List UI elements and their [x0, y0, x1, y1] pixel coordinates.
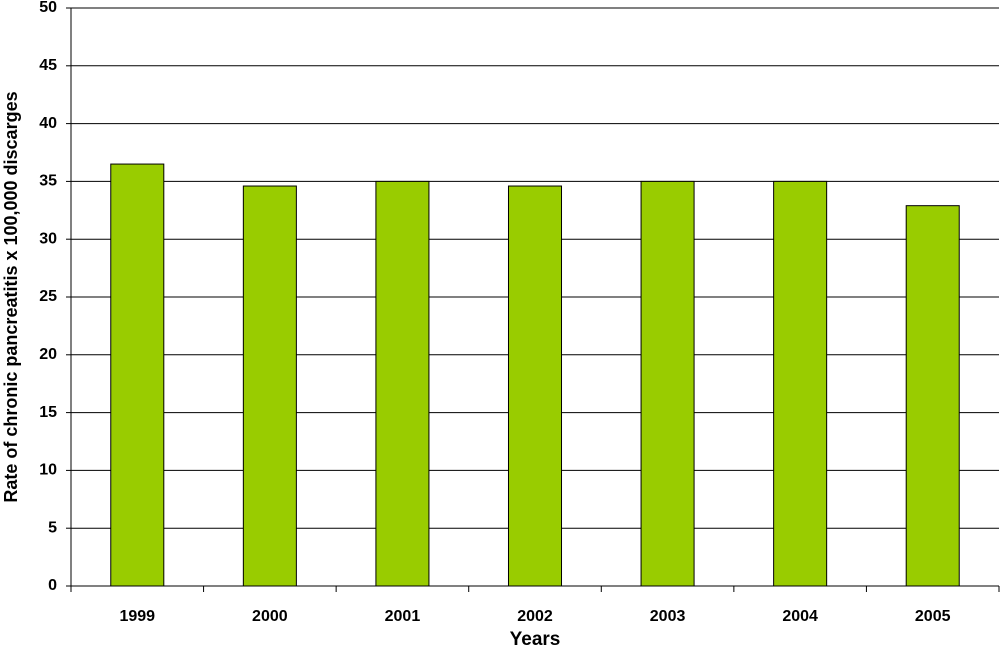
x-tick-label: 2001 [385, 608, 421, 625]
x-tick-label: 2004 [782, 608, 818, 625]
y-tick-label: 50 [39, 0, 57, 16]
y-tick-label: 45 [39, 57, 57, 74]
bar [242, 185, 297, 587]
bar [375, 180, 430, 587]
y-tick-label: 35 [39, 173, 57, 190]
x-tick-label: 2002 [517, 608, 553, 625]
y-tick-label: 25 [39, 288, 57, 305]
x-tick-label: 2005 [915, 608, 951, 625]
y-tick-label: 30 [39, 230, 57, 247]
y-tick-label: 0 [48, 577, 57, 594]
bar [110, 163, 165, 587]
y-tick-label: 40 [39, 115, 57, 132]
bar [507, 185, 563, 587]
bar [773, 180, 828, 587]
x-tick-label: 2000 [252, 608, 288, 625]
y-tick-label: 10 [39, 462, 57, 479]
x-axis-label: Years [510, 629, 561, 649]
x-tick-label: 2003 [650, 608, 686, 625]
bar [640, 180, 695, 587]
y-tick-label: 5 [48, 519, 57, 536]
y-axis-label: Rate of chronic pancreatitis x 100,000 d… [1, 91, 21, 502]
y-tick-label: 20 [39, 346, 57, 363]
x-tick-label: 1999 [119, 608, 155, 625]
bar [905, 205, 960, 587]
y-tick-label: 15 [39, 404, 57, 421]
